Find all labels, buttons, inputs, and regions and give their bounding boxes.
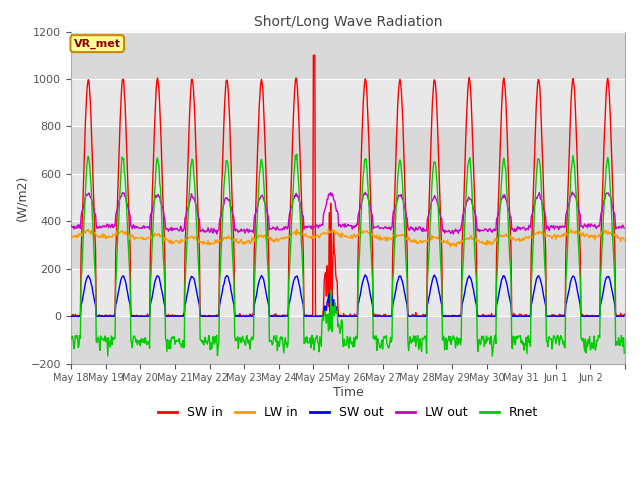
LW in — [282, 235, 290, 241]
Line: SW out: SW out — [71, 275, 624, 316]
LW in — [132, 235, 140, 240]
LW in — [436, 238, 444, 243]
SW in — [133, 312, 141, 318]
Y-axis label: (W/m2): (W/m2) — [15, 174, 28, 221]
LW out — [282, 225, 290, 230]
SW out — [406, 313, 414, 319]
LW in — [261, 232, 269, 238]
Rnet — [282, 341, 290, 347]
Rnet — [67, 336, 75, 342]
Line: SW in: SW in — [71, 55, 624, 316]
SW in — [620, 312, 628, 317]
SW out — [133, 313, 141, 319]
SW in — [310, 52, 317, 58]
SW in — [67, 313, 75, 319]
LW in — [620, 237, 628, 243]
LW out — [404, 226, 412, 232]
Rnet — [436, 252, 444, 258]
Line: LW out: LW out — [71, 192, 624, 234]
Legend: SW in, LW in, SW out, LW out, Rnet: SW in, LW in, SW out, LW out, Rnet — [153, 401, 543, 424]
LW in — [234, 239, 241, 245]
LW out — [132, 225, 140, 230]
Rnet — [261, 203, 269, 208]
Bar — [71, 126, 625, 174]
LW out — [261, 200, 269, 205]
Line: Rnet: Rnet — [71, 154, 624, 356]
LW in — [452, 244, 460, 250]
SW out — [68, 313, 76, 319]
SW out — [262, 288, 269, 294]
Bar — [71, 221, 625, 269]
Rnet — [488, 353, 496, 359]
SW in — [68, 313, 76, 319]
SW out — [67, 313, 75, 319]
SW in — [437, 230, 445, 236]
Text: VR_met: VR_met — [74, 38, 121, 49]
LW out — [568, 189, 576, 195]
SW in — [283, 312, 291, 318]
Bar — [71, 316, 625, 364]
Rnet — [234, 334, 241, 340]
SW in — [262, 162, 269, 168]
SW in — [406, 313, 414, 319]
Rnet — [293, 151, 301, 157]
Bar — [71, 32, 625, 79]
SW out — [362, 272, 369, 278]
Rnet — [406, 341, 413, 347]
Title: Short/Long Wave Radiation: Short/Long Wave Radiation — [253, 15, 442, 29]
SW out — [234, 312, 242, 318]
Line: LW in: LW in — [71, 229, 624, 247]
LW out — [449, 231, 457, 237]
LW in — [293, 226, 301, 232]
SW out — [283, 313, 291, 319]
Rnet — [620, 350, 628, 356]
LW in — [406, 235, 413, 240]
LW out — [234, 228, 241, 234]
X-axis label: Time: Time — [333, 386, 364, 399]
LW out — [620, 225, 628, 231]
SW out — [620, 312, 628, 318]
LW out — [67, 222, 75, 228]
SW out — [437, 299, 445, 305]
Rnet — [132, 339, 140, 345]
LW in — [67, 233, 75, 239]
SW in — [234, 313, 242, 319]
LW out — [436, 209, 444, 215]
